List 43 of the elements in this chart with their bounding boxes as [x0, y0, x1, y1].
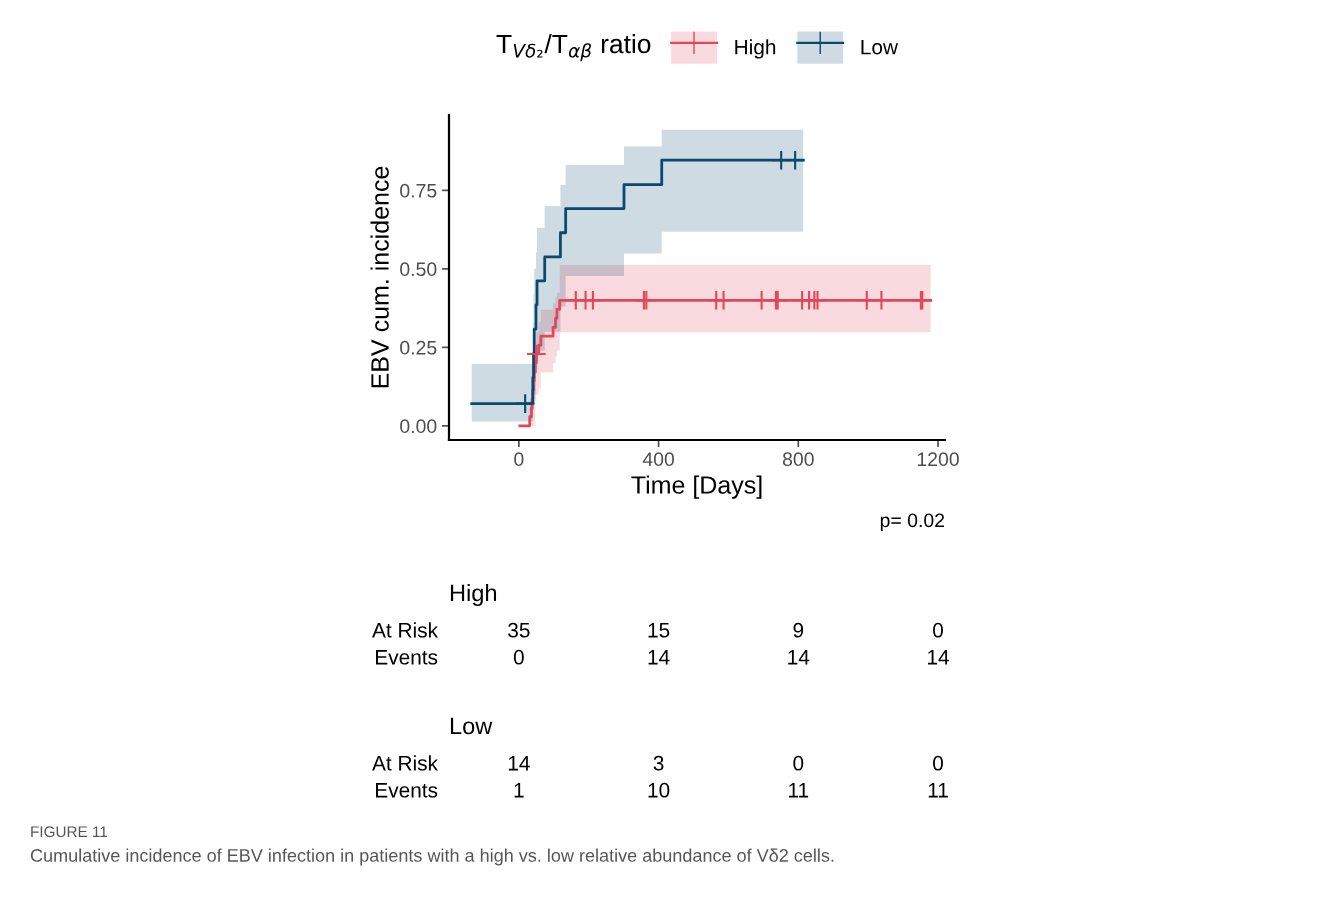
text: At Risk [372, 622, 439, 638]
point [525, 343, 547, 365]
text: 11 [789, 783, 809, 798]
text: 14 [508, 756, 530, 771]
text: 9 [793, 622, 804, 638]
text: 10 [648, 782, 670, 798]
text: p= 0.02 [880, 513, 945, 532]
legend-label: Low [861, 39, 899, 55]
legend-label: High [735, 39, 776, 59]
caption: FIGURE 11 [31, 826, 108, 838]
text: 15 [648, 623, 670, 638]
text: 0 [933, 622, 943, 638]
x-tick-label: 800 [782, 452, 814, 467]
point [871, 289, 892, 311]
text: 14 [648, 650, 670, 665]
text: 35 [508, 622, 530, 638]
text: 0 [933, 755, 943, 771]
text: High [450, 583, 497, 606]
y-tick-label: 0.00 [400, 419, 437, 434]
text: 0 [793, 755, 804, 771]
point [514, 393, 536, 414]
text: 3 [653, 755, 664, 771]
y-tick-label: 0.25 [400, 340, 437, 355]
x-tick-label: 0 [514, 452, 524, 467]
y-tick-label: 0.50 [400, 262, 437, 277]
text: 11 [928, 783, 948, 798]
y-axis-title: EBV cum. incidence [370, 166, 389, 388]
text: 14 [928, 650, 949, 665]
legend-title: T$_{Vδ₂}$/T$_{αβ}$ ratio [496, 33, 651, 62]
point [713, 289, 734, 311]
x-axis-title: Time [Days] [631, 475, 762, 499]
text: 14 [788, 650, 810, 665]
text: 1 [514, 783, 524, 798]
y-tick-label: 0.75 [400, 183, 437, 198]
point [784, 149, 806, 171]
text: Events [376, 650, 438, 665]
text: Events [376, 783, 438, 798]
x-tick-label: 400 [642, 452, 675, 467]
text: Cumulative incidence of EBV infection in patients with a high vs. low relative abundance of Vδ2 cells. [30, 848, 834, 866]
text: Low [450, 717, 493, 735]
text: 0 [513, 649, 524, 665]
text: At Risk [372, 755, 439, 771]
x-tick-label: 1200 [917, 452, 959, 467]
